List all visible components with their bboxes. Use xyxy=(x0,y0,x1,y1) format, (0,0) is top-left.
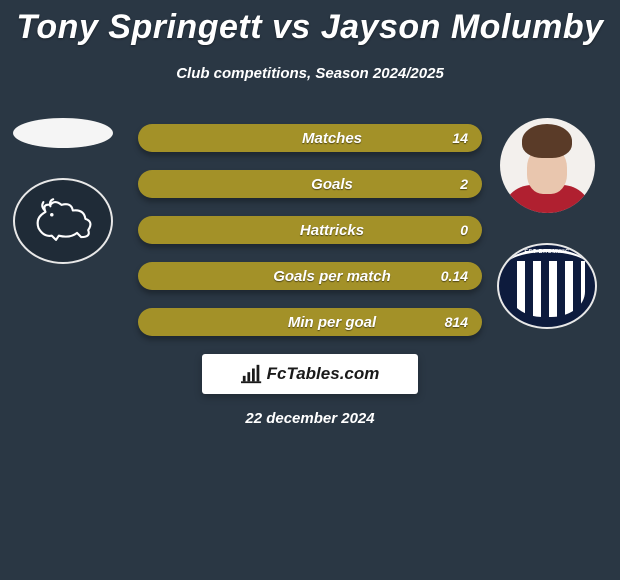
page-title: Tony Springett vs Jayson Molumby xyxy=(0,0,620,47)
date-label: 22 december 2024 xyxy=(0,410,620,427)
player-avatar-right xyxy=(500,118,595,213)
club-crest-right: EST BROMWIC xyxy=(497,243,597,329)
comparison-card: Tony Springett vs Jayson Molumby Club co… xyxy=(0,0,620,580)
crest-text: EST BROMWIC xyxy=(499,249,595,255)
stat-label: Matches xyxy=(302,130,362,147)
brand-badge: FcTables.com xyxy=(202,354,418,394)
stat-bar: Hattricks 0 xyxy=(138,216,482,244)
stat-bars: Matches 14 Goals 2 Hattricks 0 Goals per… xyxy=(138,124,482,336)
stat-label: Min per goal xyxy=(288,314,376,331)
stat-bar: Goals 2 xyxy=(138,170,482,198)
right-column: EST BROMWIC xyxy=(492,118,602,329)
stat-label: Hattricks xyxy=(300,222,364,239)
stat-label: Goals per match xyxy=(273,268,391,285)
stat-value-right: 2 xyxy=(460,176,468,192)
club-crest-left xyxy=(13,178,113,264)
wba-stripes-icon xyxy=(509,261,585,317)
bar-chart-icon xyxy=(241,364,263,384)
stat-bar: Min per goal 814 xyxy=(138,308,482,336)
player-avatar-left xyxy=(13,118,113,148)
left-column xyxy=(8,118,118,264)
stat-value-right: 814 xyxy=(445,314,468,330)
stat-label: Goals xyxy=(311,176,353,193)
brand-name: FcTables.com xyxy=(267,364,380,384)
subtitle: Club competitions, Season 2024/2025 xyxy=(0,65,620,82)
stat-bar: Matches 14 xyxy=(138,124,482,152)
stat-value-right: 0.14 xyxy=(441,268,468,284)
stat-bar: Goals per match 0.14 xyxy=(138,262,482,290)
ram-icon xyxy=(28,196,98,246)
stat-value-right: 0 xyxy=(460,222,468,238)
stat-value-right: 14 xyxy=(452,130,468,146)
